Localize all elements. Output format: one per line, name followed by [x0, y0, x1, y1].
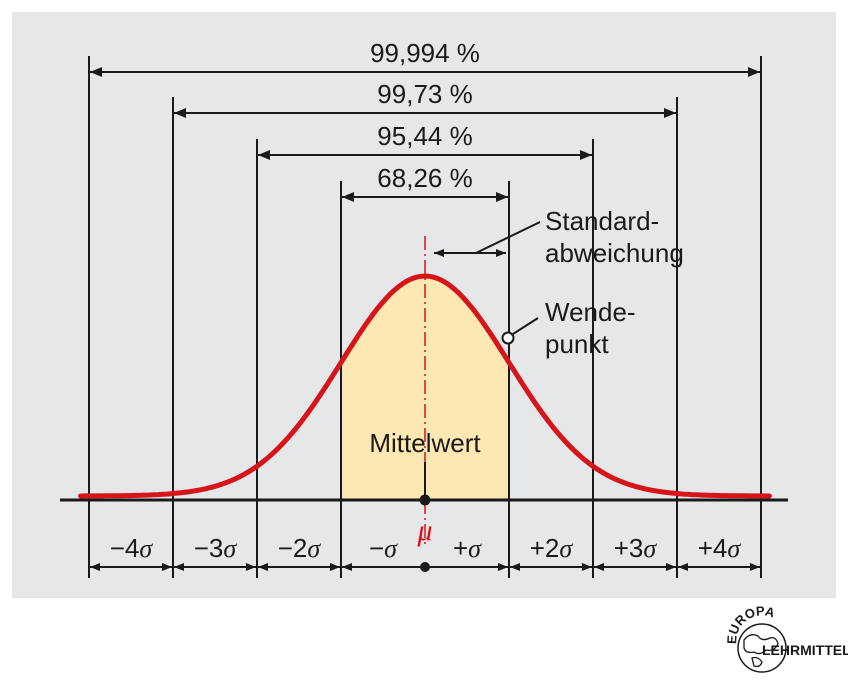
sigma-label-2: −3σ — [194, 533, 238, 563]
coverage-dimension-lines: 99,994 % 99,73 % 95,44 % 68,26 % — [90, 38, 760, 202]
coverage-label-2-sigma: 95,44 % — [377, 121, 472, 151]
mean-point-marker — [419, 494, 431, 506]
mean-label: Mittelwert — [369, 428, 481, 458]
mu-symbol: μ — [416, 514, 432, 547]
coverage-label-3-sigma: 99,73 % — [377, 79, 472, 109]
inflection-label-1: Wende- — [545, 297, 636, 327]
sigma-label-3: −2σ — [278, 533, 322, 563]
bell-curve — [78, 273, 772, 499]
bottom-mean-dot — [420, 562, 430, 572]
sigma-label-1: −4σ — [110, 533, 154, 563]
europa-lehrmittel-logo: EUROPA LEHRMITTEL — [724, 603, 848, 673]
logo-globe — [737, 623, 787, 673]
sigma-label-6: +2σ — [530, 533, 574, 563]
inflection-point-marker — [501, 331, 515, 345]
std-dev-label-2: abweichung — [545, 238, 684, 268]
std-dev-leader — [475, 221, 541, 254]
logo-globe-landmass — [743, 634, 779, 668]
sigma-label-8: +4σ — [698, 533, 742, 563]
coverage-label-1-sigma: 68,26 % — [377, 163, 472, 193]
std-dev-label-1: Standard- — [545, 206, 659, 236]
sigma-interval-labels: −4σ −3σ −2σ −σ +σ +2σ +3σ +4σ — [110, 533, 742, 563]
inflection-leader — [512, 317, 539, 335]
sigma-label-4: −σ — [369, 533, 398, 563]
sigma-label-5: +σ — [453, 533, 482, 563]
coverage-label-4-sigma: 99,994 % — [370, 38, 480, 68]
logo-lehrmittel-text: LEHRMITTEL — [762, 642, 848, 658]
sigma-label-7: +3σ — [614, 533, 658, 563]
inflection-label-2: punkt — [545, 329, 609, 359]
sigma-boundary-lines — [88, 56, 762, 578]
